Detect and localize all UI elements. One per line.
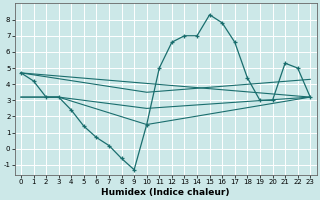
X-axis label: Humidex (Indice chaleur): Humidex (Indice chaleur) — [101, 188, 230, 197]
